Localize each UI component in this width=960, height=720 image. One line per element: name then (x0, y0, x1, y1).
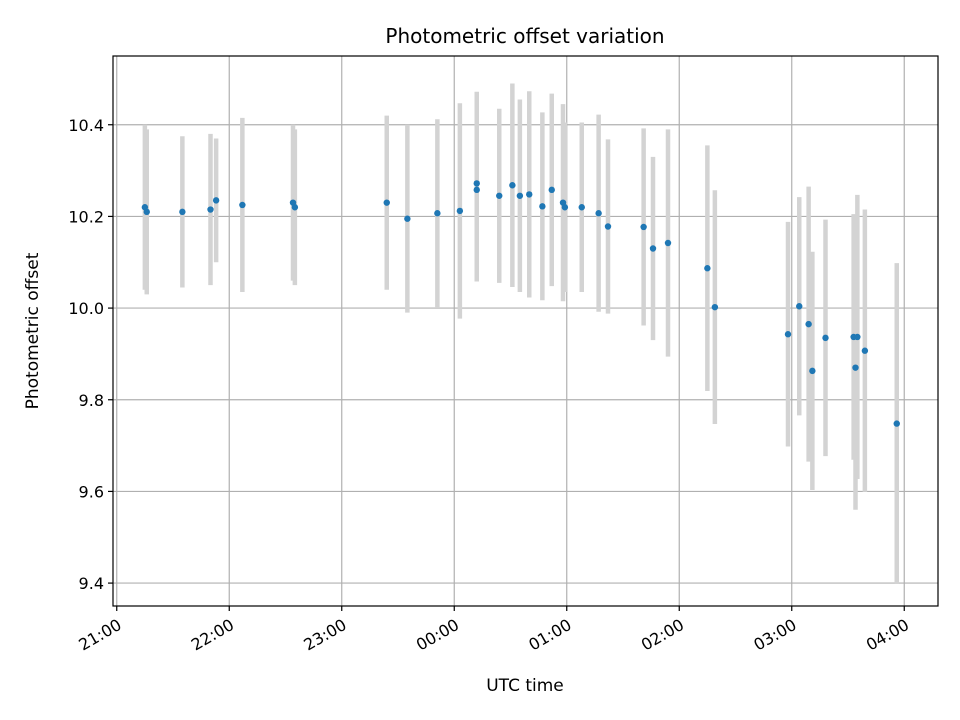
y-tick-label: 9.8 (79, 391, 104, 410)
data-point (143, 208, 150, 216)
y-tick-label: 9.6 (79, 482, 104, 501)
data-point (179, 208, 186, 216)
y-tick-label: 10.2 (68, 207, 104, 226)
data-point (539, 203, 546, 210)
data-point (473, 180, 480, 187)
data-point (805, 320, 812, 328)
data-point (711, 303, 719, 311)
data-point (212, 197, 220, 204)
data-point (640, 223, 647, 231)
data-point (456, 207, 464, 215)
data-point (852, 364, 859, 371)
data-point (404, 215, 411, 222)
data-point (239, 201, 246, 209)
y-tick-label: 10.4 (68, 116, 104, 135)
data-point (861, 347, 869, 354)
data-point (604, 223, 612, 230)
plot-frame (112, 55, 939, 607)
data-point (516, 192, 524, 199)
data-point (595, 210, 602, 217)
data-points (141, 180, 900, 427)
data-point (509, 182, 516, 189)
data-point (578, 204, 585, 211)
data-point (664, 239, 672, 247)
y-axis-ticks: 9.4 9.6 9.8 10.0 10.2 10.4 (68, 116, 113, 593)
data-point (704, 265, 711, 272)
data-point (854, 333, 861, 341)
data-point (548, 186, 555, 194)
data-point (526, 191, 533, 198)
data-point (434, 210, 441, 217)
data-point (893, 420, 900, 427)
data-point (649, 245, 657, 252)
x-axis-label: UTC time (486, 676, 564, 696)
data-point (822, 334, 829, 342)
data-point (383, 199, 390, 206)
data-point (809, 367, 816, 375)
y-axis-label: Photometric offset (23, 252, 43, 409)
data-point (496, 192, 503, 199)
data-point (291, 204, 299, 211)
data-point (784, 331, 792, 338)
data-point (796, 303, 803, 310)
data-point (207, 206, 214, 213)
data-point (473, 186, 480, 194)
chart-title: Photometric offset variation (385, 24, 664, 48)
y-tick-label: 10.0 (68, 299, 104, 318)
y-tick-label: 9.4 (79, 574, 104, 593)
data-point (561, 204, 569, 211)
